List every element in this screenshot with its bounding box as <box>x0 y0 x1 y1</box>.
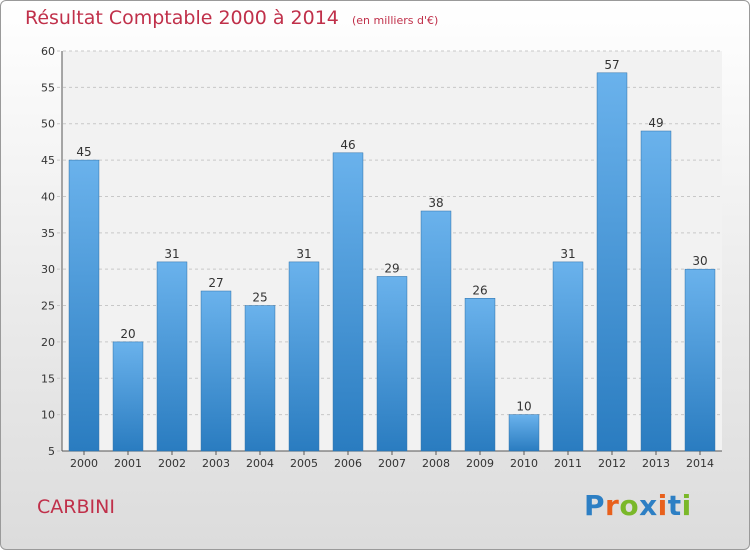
y-tick-label: 50 <box>41 118 55 131</box>
x-tick-label: 2000 <box>70 457 98 470</box>
x-tick-label: 2014 <box>686 457 714 470</box>
y-tick-label: 10 <box>41 409 55 422</box>
bar-value-label: 57 <box>604 58 619 72</box>
logo-letter: i <box>657 489 668 522</box>
bar-value-label: 20 <box>120 327 135 341</box>
logo-letter: r <box>605 489 620 522</box>
x-tick-label: 2008 <box>422 457 450 470</box>
y-tick-label: 45 <box>41 154 55 167</box>
x-tick-label: 2004 <box>246 457 274 470</box>
commune-name: CARBINI <box>37 496 115 518</box>
title-row: Résultat Comptable 2000 à 2014 (en milli… <box>25 7 438 29</box>
bar-value-label: 27 <box>208 276 223 290</box>
logo-letter: P <box>584 489 606 522</box>
bar-value-label: 31 <box>560 247 575 261</box>
bar-2005 <box>288 261 320 452</box>
bar-2012 <box>596 72 628 452</box>
logo-letter: i <box>681 489 692 522</box>
bar-2000 <box>68 159 100 452</box>
y-tick-label: 30 <box>41 263 55 276</box>
y-tick-label: 55 <box>41 81 55 94</box>
x-tick-label: 2003 <box>202 457 230 470</box>
bar-2014 <box>684 268 716 452</box>
logo-letter: o <box>619 489 640 522</box>
bar-2011 <box>552 261 584 452</box>
y-tick-label: 25 <box>41 300 55 313</box>
bar-2003 <box>200 290 232 452</box>
bar-value-label: 10 <box>516 400 531 414</box>
bar-2007 <box>376 276 408 452</box>
bar-value-label: 45 <box>76 145 91 159</box>
y-tick-label: 20 <box>41 336 55 349</box>
bar-value-label: 26 <box>472 283 487 297</box>
proxiti-logo: Proxiti <box>584 489 692 522</box>
bar-value-label: 25 <box>252 291 267 305</box>
bar-value-label: 38 <box>428 196 443 210</box>
x-tick-label: 2001 <box>114 457 142 470</box>
x-tick-label: 2013 <box>642 457 670 470</box>
bar-value-label: 31 <box>296 247 311 261</box>
bar-2013 <box>640 130 672 452</box>
bar-2001 <box>112 341 144 452</box>
logo-letter: t <box>667 489 682 522</box>
bar-value-label: 30 <box>692 254 707 268</box>
bar-2008 <box>420 210 452 452</box>
bar-value-label: 31 <box>164 247 179 261</box>
x-tick-label: 2006 <box>334 457 362 470</box>
bar-2006 <box>332 152 364 452</box>
y-tick-label: 15 <box>41 372 55 385</box>
bar-2004 <box>244 305 276 452</box>
x-tick-label: 2012 <box>598 457 626 470</box>
bar-value-label: 29 <box>384 261 399 275</box>
x-tick-label: 2005 <box>290 457 318 470</box>
x-tick-label: 2010 <box>510 457 538 470</box>
bar-2010 <box>508 414 540 452</box>
y-tick-label: 5 <box>48 445 55 458</box>
bar-value-label: 46 <box>340 138 355 152</box>
bar-value-label: 49 <box>648 116 663 130</box>
x-tick-label: 2009 <box>466 457 494 470</box>
chart-title: Résultat Comptable 2000 à 2014 <box>25 7 339 29</box>
y-tick-label: 40 <box>41 190 55 203</box>
y-tick-label: 60 <box>41 45 55 58</box>
x-tick-label: 2007 <box>378 457 406 470</box>
chart-subtitle: (en milliers d'€) <box>351 14 439 27</box>
bar-2002 <box>156 261 188 452</box>
logo-letter: x <box>639 489 658 522</box>
x-tick-label: 2011 <box>554 457 582 470</box>
bar-2009 <box>464 298 496 452</box>
y-tick-label: 35 <box>41 227 55 240</box>
x-tick-label: 2002 <box>158 457 186 470</box>
